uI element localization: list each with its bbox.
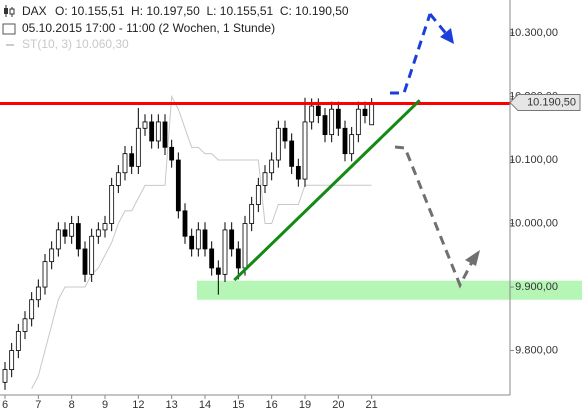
x-tick-label: 13	[166, 399, 178, 411]
candle-body	[122, 153, 128, 174]
x-tick-label: 9	[102, 399, 108, 411]
candle-body	[222, 229, 228, 275]
candle-body	[29, 299, 35, 320]
candle-body	[349, 134, 355, 155]
candle-body	[95, 229, 101, 237]
candle-body	[275, 127, 281, 161]
support-zone	[197, 280, 582, 300]
candle-body	[109, 185, 115, 224]
candle-body	[229, 229, 235, 250]
candle-body	[282, 127, 288, 142]
candle-body	[129, 153, 135, 167]
indicator-line	[31, 94, 372, 389]
x-tick-label: 7	[35, 399, 41, 411]
candle-body	[169, 146, 175, 161]
x-tick-label: 12	[132, 399, 144, 411]
x-tick-label: 21	[366, 399, 378, 411]
candle-body	[182, 210, 188, 237]
candle-body	[35, 286, 41, 301]
candle-body	[215, 267, 221, 275]
candle-body	[362, 108, 368, 116]
candle-body	[175, 159, 181, 212]
candle-body	[15, 331, 21, 351]
candle-body	[329, 108, 335, 136]
x-tick-label: 15	[232, 399, 244, 411]
x-tick-label: 19	[299, 399, 311, 411]
candle-body	[89, 235, 95, 275]
period: 05.10.2015 17:00 - 11:00 (2 Wochen, 1 St…	[22, 21, 275, 35]
candle-body	[262, 172, 268, 186]
arrow-down	[394, 145, 474, 289]
candle-body	[335, 108, 341, 129]
arrow-head	[465, 250, 480, 266]
y-tick-label: 9.900,00	[515, 281, 558, 293]
candle-body	[49, 248, 55, 263]
y-tick-label: 10.000,00	[509, 217, 558, 229]
candle-body	[202, 229, 208, 250]
candle-body	[255, 185, 261, 205]
candle-body	[155, 121, 161, 142]
candle-body	[162, 121, 168, 148]
candle-body	[355, 108, 361, 136]
candle-body	[322, 115, 328, 136]
candle-body	[235, 248, 241, 269]
candle-body	[289, 140, 295, 167]
x-tick-label: 20	[332, 399, 344, 411]
candle-body	[9, 350, 15, 370]
y-tick-label: 10.300,00	[509, 27, 558, 39]
candle-body	[82, 248, 88, 275]
x-tick-label: 6	[2, 399, 8, 411]
candle-body	[62, 229, 68, 237]
candle-body	[249, 204, 255, 224]
candle-body	[309, 105, 315, 123]
candle-body	[22, 318, 28, 332]
candle-body	[269, 159, 275, 174]
arrow-head	[440, 28, 454, 44]
candle-body	[342, 127, 348, 155]
candle-body	[115, 172, 121, 186]
candle-body	[242, 223, 248, 269]
candle-body	[302, 121, 308, 180]
calendar-icon	[2, 23, 16, 35]
candle-body	[142, 121, 148, 129]
ohlc: O: 10.155,51 H: 10.197,50 L: 10.155,51 C…	[55, 4, 349, 18]
candle-body	[295, 165, 301, 180]
candle-body	[189, 235, 195, 250]
last-price-box	[509, 94, 581, 112]
last-price-label: 10.190,50	[527, 96, 576, 108]
x-tick-label: 8	[69, 399, 75, 411]
candle-body	[102, 223, 108, 231]
x-tick-label: 14	[199, 399, 211, 411]
trend-line	[233, 99, 421, 282]
candle-body	[195, 229, 201, 250]
candle-body	[315, 105, 321, 116]
symbol: DAX	[22, 4, 47, 18]
candle-body	[75, 223, 81, 250]
arrow-up	[428, 13, 450, 37]
candle-body	[209, 248, 215, 269]
candle-body	[2, 369, 8, 383]
candle-body	[42, 261, 48, 288]
y-tick-label: 9.800,00	[515, 344, 558, 356]
candle-body	[369, 102, 375, 126]
header-icon	[4, 5, 15, 17]
arrow-up	[390, 13, 432, 95]
y-tick-label: 10.100,00	[509, 154, 558, 166]
candle-body	[55, 229, 61, 250]
candle-body	[149, 121, 155, 142]
candle-body	[135, 127, 141, 167]
indicator-label: ST(10, 3) 10.060,30	[22, 37, 129, 51]
x-tick-label: 16	[266, 399, 278, 411]
candle-body	[69, 223, 75, 237]
